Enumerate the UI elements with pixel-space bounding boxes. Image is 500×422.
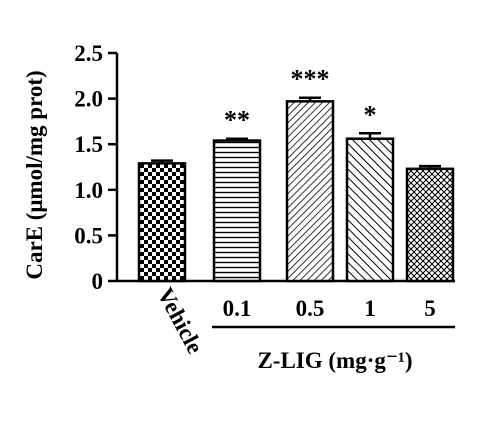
bars xyxy=(137,100,455,283)
significance-label-2: ** xyxy=(224,106,250,135)
y-axis-title: CarE (μmol/mg prot) xyxy=(22,70,47,279)
bar-2 xyxy=(212,139,262,283)
x-tick-labels: Vehicle 0.1 0.5 1 5 xyxy=(153,284,436,358)
x-tick-label-5: 5 xyxy=(424,296,436,321)
y-tick-label: 2.5 xyxy=(74,41,103,66)
bar-3 xyxy=(285,100,335,283)
significance-label-3: *** xyxy=(291,65,330,94)
x-tick-label-3: 0.5 xyxy=(296,296,325,321)
y-tick-label: 1.5 xyxy=(74,132,103,157)
y-tick-label: 1.0 xyxy=(74,178,103,203)
x-tick-label-4: 1 xyxy=(364,296,376,321)
y-tick-label: 0.5 xyxy=(74,223,103,248)
error-bars xyxy=(151,96,441,169)
y-ticks: 0 0.5 1.0 1.5 2.0 2.5 xyxy=(74,41,117,294)
bar-5 xyxy=(405,167,455,283)
significance-label-4: * xyxy=(364,100,377,129)
y-tick-label: 2.0 xyxy=(74,87,103,112)
x-tick-label-vehicle: Vehicle xyxy=(153,284,208,358)
group-label: Z-LIG (mg·g⁻¹) xyxy=(257,348,412,373)
bar-4 xyxy=(345,137,395,283)
x-tick-label-2: 0.1 xyxy=(223,296,252,321)
bar-1 xyxy=(137,162,187,283)
y-tick-label: 0 xyxy=(92,269,104,294)
significance-labels: ****** xyxy=(224,65,377,135)
